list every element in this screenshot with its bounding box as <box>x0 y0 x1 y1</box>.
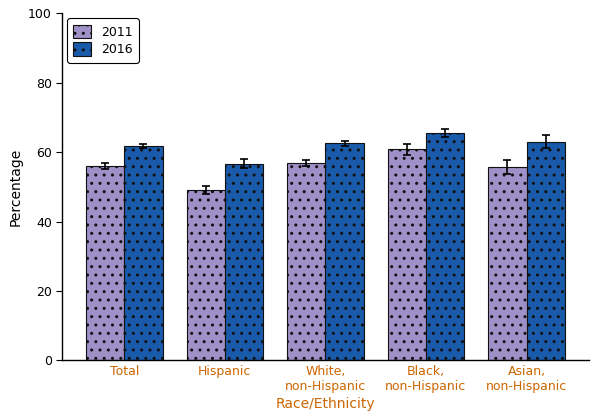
Bar <box>287 163 325 360</box>
Bar <box>225 163 263 360</box>
Bar <box>325 143 364 360</box>
Bar <box>388 149 426 360</box>
Bar <box>527 142 565 360</box>
X-axis label: Race/Ethnicity: Race/Ethnicity <box>276 397 376 411</box>
Bar <box>124 146 162 360</box>
Y-axis label: Percentage: Percentage <box>8 148 22 226</box>
Bar <box>488 167 527 360</box>
Bar <box>187 190 225 360</box>
Bar <box>86 166 124 360</box>
Bar <box>426 133 464 360</box>
Legend: 2011, 2016: 2011, 2016 <box>67 18 139 62</box>
